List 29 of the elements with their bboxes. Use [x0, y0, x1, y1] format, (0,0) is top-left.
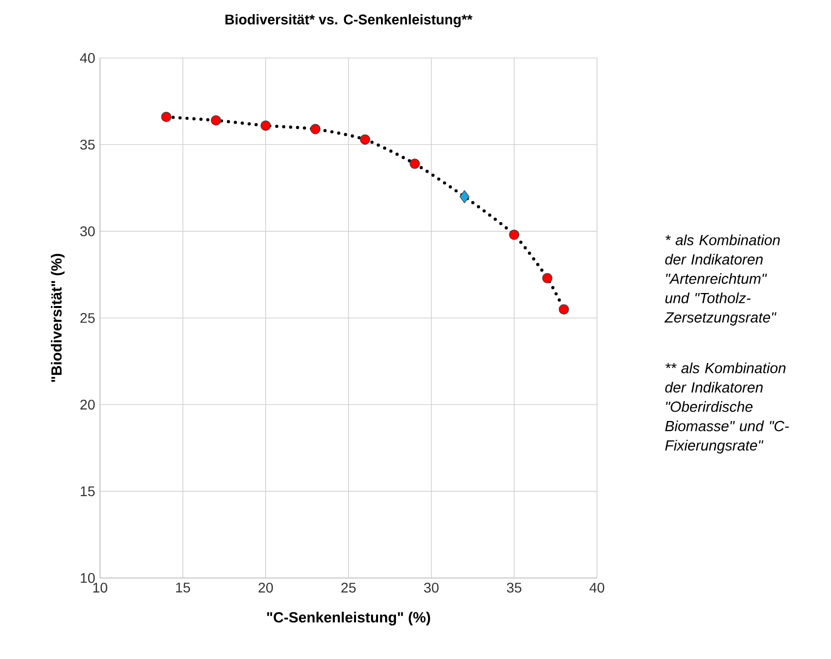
y-tick-label: 15 — [80, 486, 95, 496]
point — [310, 124, 321, 134]
chart-title: Biodiversität* vs. C-Senkenleistung** — [225, 14, 472, 28]
x-tick-label: 30 — [424, 582, 439, 593]
x-tick-label: 25 — [341, 582, 356, 593]
x-tick-label: 20 — [258, 582, 273, 593]
x-tick-label: 40 — [590, 582, 604, 593]
y-tick-label: 30 — [80, 226, 95, 236]
point — [210, 115, 222, 126]
y-tick-label: 25 — [80, 313, 95, 323]
x-tick-label: 10 — [93, 582, 108, 593]
x-tick-label: 35 — [506, 582, 522, 593]
text: ** als Kombination der Indikatoren "Oberirdische Biomasse" und "C-Fixierungsrate" — [665, 362, 789, 454]
text: * als Kombination der Indikatoren "Artenreichtum" und "Totholz-Zersetzungsrate" — [664, 234, 780, 326]
x-axis-title: "C-Senkenleistung" (%) — [267, 612, 430, 626]
point — [558, 304, 570, 314]
x-tick-label: 15 — [176, 582, 190, 592]
point — [509, 230, 520, 240]
y-tick-label: 40 — [80, 53, 95, 63]
y-tick-label: 10 — [80, 573, 95, 583]
point — [360, 134, 370, 145]
y-tick-label: 20 — [80, 400, 95, 410]
point — [460, 190, 470, 204]
y-tick-label: 35 — [80, 140, 95, 150]
point — [410, 158, 420, 169]
point — [161, 112, 172, 122]
point — [542, 272, 552, 284]
point — [260, 120, 271, 131]
y-axis-title: "Biodiversität" (%) — [50, 254, 65, 382]
